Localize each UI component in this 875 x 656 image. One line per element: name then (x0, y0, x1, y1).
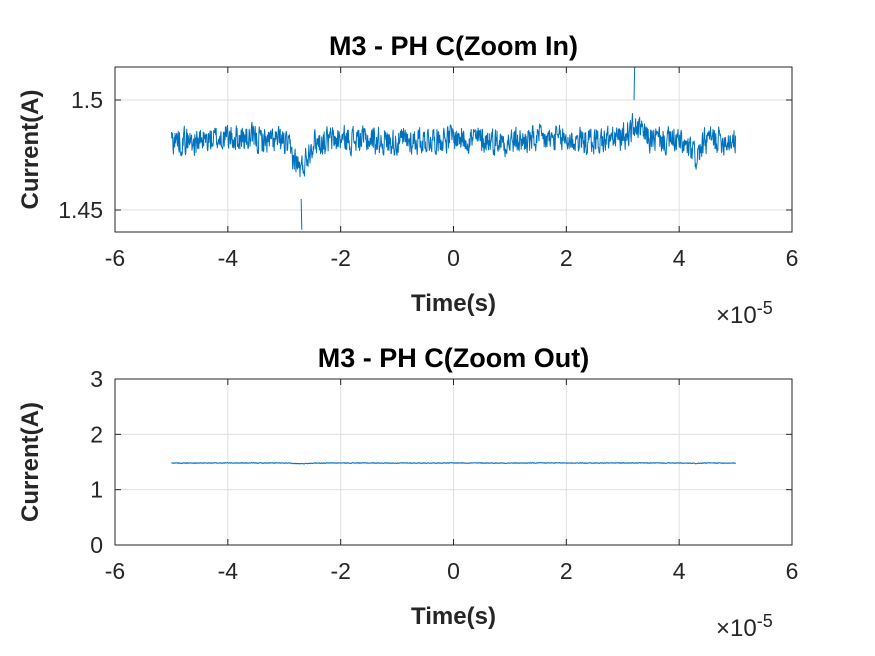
data-series (170, 66, 737, 230)
x-tick-label: -6 (105, 245, 125, 271)
signal-spike (633, 66, 636, 101)
x-tick-label: 6 (786, 558, 799, 584)
signal-line (171, 462, 736, 465)
y-tick-label: 2 (90, 421, 103, 447)
y-axis-label: Current(A) (17, 402, 44, 522)
x-tick-label: -2 (330, 245, 350, 271)
multiplier-exponent: -5 (757, 611, 773, 631)
x-tick-label: 6 (786, 245, 799, 271)
x-tick-label: 4 (673, 558, 686, 584)
x-axis-label: Time(s) (411, 290, 496, 317)
subplot-zoom-out: -6 -4 -2 0 2 4 6 0 1 2 3 M3 - PH C(Zoom Out) Time(… (17, 343, 798, 642)
x-tick-label: 0 (447, 558, 460, 584)
chart-title: M3 - PH C(Zoom In) (329, 31, 578, 61)
multiply-sign: × (716, 615, 730, 642)
signal-spike (300, 198, 303, 230)
tick-labels: -6 -4 -2 0 2 4 6 1.45 1.5 (58, 87, 798, 271)
x-tick-label: 2 (560, 558, 573, 584)
multiplier-base: 10 (730, 615, 757, 642)
x-tick-label: -4 (218, 245, 239, 271)
multiplier-base: 10 (730, 302, 757, 329)
x-tick-label: -2 (330, 558, 350, 584)
chart-title: M3 - PH C(Zoom Out) (318, 343, 589, 373)
x-tick-label: 2 (560, 245, 573, 271)
y-tick-label: 3 (90, 366, 103, 392)
y-tick-label: 1.45 (58, 197, 103, 223)
subplot-zoom-in: -6 -4 -2 0 2 4 6 1.45 1.5 M3 - PH C(Zoom In) Tim… (17, 31, 798, 329)
tick-marks (114, 378, 793, 546)
multiplier-exponent: -5 (757, 298, 773, 318)
y-tick-label: 1.5 (71, 87, 103, 113)
x-tick-label: -4 (218, 558, 239, 584)
x-tick-label: -6 (105, 558, 125, 584)
x-tick-label: 4 (673, 245, 686, 271)
signal-line (170, 113, 737, 178)
grid-lines (115, 67, 792, 232)
tick-labels: -6 -4 -2 0 2 4 6 0 1 2 3 (90, 366, 798, 584)
tick-marks (114, 67, 793, 232)
x-axis-multiplier: ×10-5 (716, 611, 773, 642)
x-axis-multiplier: ×10-5 (716, 298, 773, 329)
grid-lines (115, 379, 792, 545)
data-series (171, 462, 736, 465)
x-axis-label: Time(s) (411, 603, 496, 630)
multiply-sign: × (716, 302, 730, 329)
y-tick-label: 1 (90, 477, 103, 503)
x-tick-label: 0 (447, 245, 460, 271)
y-axis-label: Current(A) (17, 90, 44, 210)
y-tick-label: 0 (90, 532, 103, 558)
